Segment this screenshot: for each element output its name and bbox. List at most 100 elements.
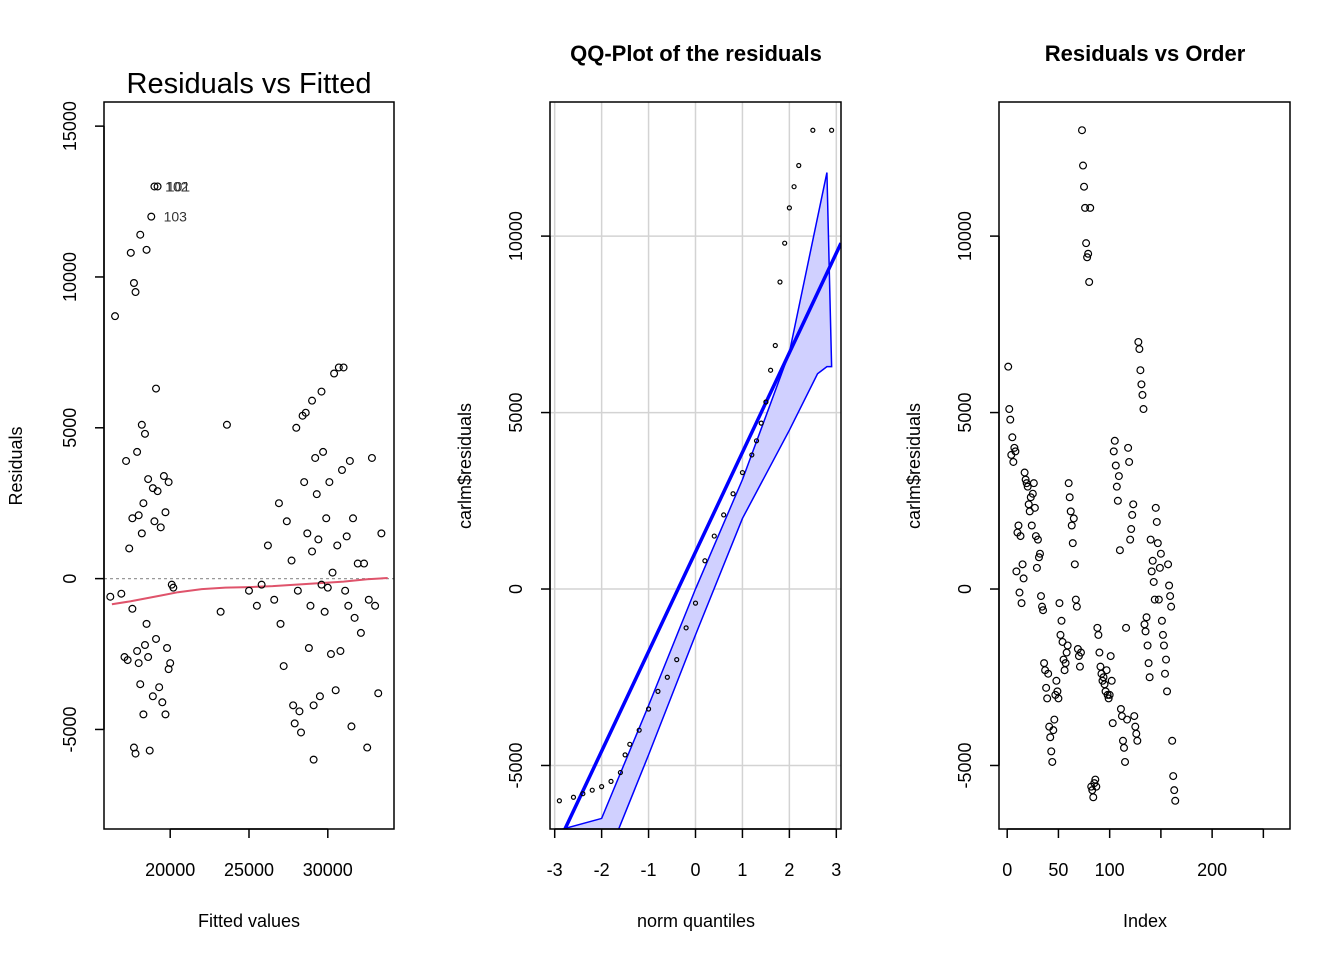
data-point [1020,468,1029,477]
data-point [1105,690,1114,699]
x-tick-label: 50 [1048,860,1068,880]
data-point [137,529,146,538]
data-point [1123,715,1132,724]
data-point [309,755,318,764]
data-point [1162,655,1171,664]
data-point [1157,616,1166,625]
data-point [1112,482,1121,491]
data-point [1080,182,1089,191]
data-point [1012,567,1021,576]
data-point [580,791,586,797]
data-point [159,472,168,481]
data-point [142,619,151,628]
data-point [1063,641,1072,650]
data-point [1079,161,1088,170]
data-point [1140,620,1149,629]
data-point [1052,676,1061,685]
x-tick-label: 2 [784,860,794,880]
data-point [1067,521,1076,530]
panel3-points-layer [1004,126,1180,805]
loess-smooth-line [111,577,388,606]
panel2-x-axis: -3 -2 -1 0 1 2 3 [547,828,841,880]
data-point [1005,405,1014,414]
data-point [308,396,317,405]
data-point [1120,743,1129,752]
data-point [617,769,624,776]
data-point [1085,277,1094,286]
data-point [1110,436,1119,445]
data-point [341,586,350,595]
data-point [308,547,317,556]
panel1-title: Residuals vs Fitted [127,68,372,100]
data-point [287,556,296,565]
data-point [139,499,148,508]
data-point [1027,521,1036,530]
data-point [1072,602,1081,611]
data-point [1147,567,1156,576]
data-point [556,798,562,804]
data-point [290,719,299,728]
data-point [1116,705,1125,714]
y-tick-label: -5000 [955,742,975,788]
data-point [1083,253,1092,262]
data-point [325,478,334,487]
panel2-grid-layer [550,102,841,829]
data-point [1009,457,1018,466]
panel2-lines-layer [560,172,841,829]
data-point [1040,659,1049,668]
data-point [331,686,340,695]
data-point [300,478,309,487]
data-point [1017,599,1026,608]
confidence-band-upper [560,172,828,829]
data-point [350,613,359,622]
data-point [1008,433,1017,442]
data-point [1028,489,1037,498]
data-point [1049,726,1058,735]
data-point [140,429,149,438]
data-point [1122,623,1131,632]
x-tick-label: 200 [1197,860,1227,880]
data-point [152,384,161,393]
data-point [1044,669,1053,678]
data-point [1065,493,1074,502]
data-point [1015,588,1024,597]
data-point [347,722,356,731]
panel1-x-axis-label: Fitted values [198,911,300,931]
data-point [791,184,797,190]
data-point [1086,203,1095,212]
data-point [782,240,788,246]
data-point [1019,574,1028,583]
x-tick-label: 20000 [145,860,195,880]
data-point [1145,673,1154,682]
data-point [1134,337,1143,346]
data-point [1033,535,1042,544]
data-point [1152,517,1161,526]
data-point [1109,447,1118,456]
data-point [282,517,291,526]
data-point [1004,362,1013,371]
data-point [683,625,689,631]
panel-qq-plot: -3 -2 -1 0 1 2 3 -5000 0 5000 10000 QQ-Plot of th… [455,41,842,931]
data-point [125,544,134,553]
data-point [1159,641,1168,650]
data-point [1111,461,1120,470]
data-point [371,601,380,610]
x-tick-label: 1 [737,860,747,880]
y-tick-label: 0 [60,574,80,584]
data-point [1144,659,1153,668]
data-point [1042,683,1051,692]
data-point [169,583,178,592]
data-point [1168,736,1177,745]
point-label: 103 [164,209,188,225]
data-point [1155,563,1164,572]
data-point [1131,722,1140,731]
panel1-y-axis: -5000 0 5000 10000 15000 [60,101,105,752]
data-point [1054,694,1063,703]
data-point [829,127,835,133]
data-point [304,644,313,653]
data-point [1136,366,1145,375]
confidence-band-lower [617,172,833,829]
data-point [1095,648,1104,657]
data-point [301,408,310,417]
data-point [136,680,145,689]
